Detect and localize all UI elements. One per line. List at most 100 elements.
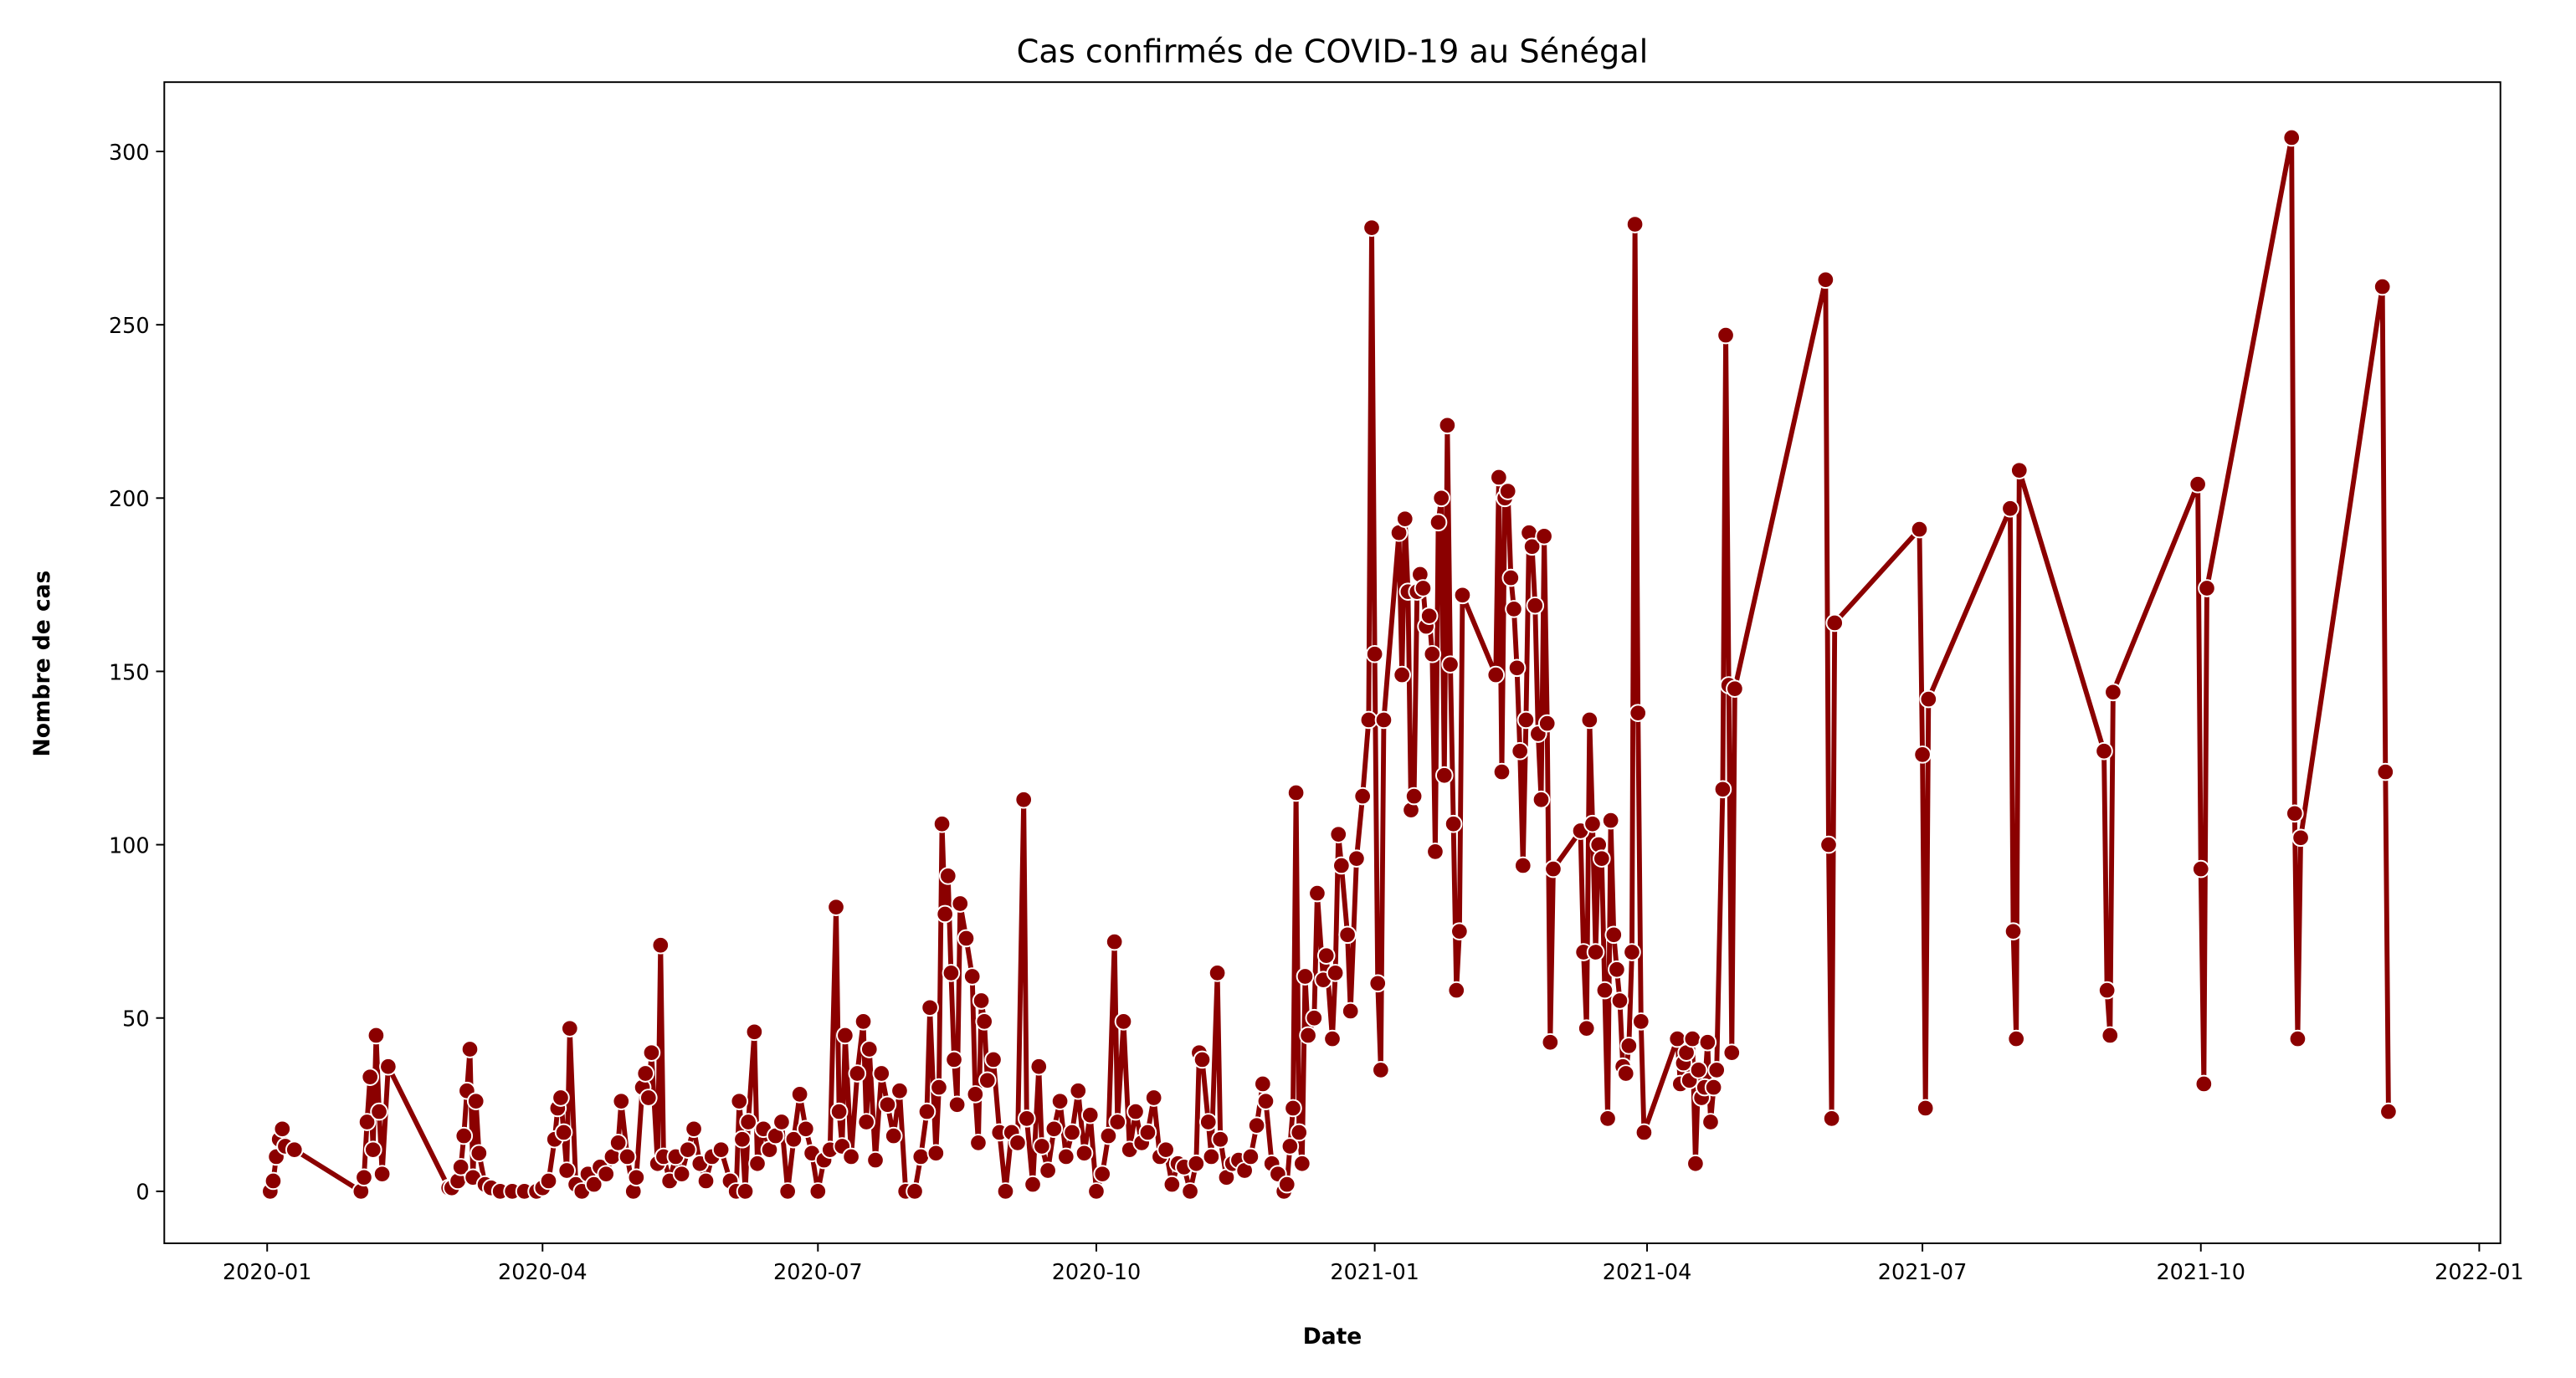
data-point [1686, 1154, 1705, 1173]
y-tick-label: 300 [109, 141, 150, 166]
data-point [1701, 1113, 1720, 1131]
data-point [966, 1085, 985, 1104]
data-point [1365, 644, 1384, 663]
data-point [842, 1147, 860, 1166]
data-point [932, 814, 952, 833]
data-point [363, 1140, 382, 1159]
data-point [1634, 1123, 1654, 1142]
data-point [1586, 943, 1605, 961]
data-point [1024, 1175, 1042, 1194]
data-point [608, 1134, 628, 1152]
y-tick-label: 150 [109, 660, 150, 685]
data-point [1241, 1147, 1260, 1166]
data-point [273, 1119, 292, 1139]
data-point [1299, 1026, 1317, 1045]
data-point [975, 1012, 993, 1031]
x-tick-label: 2020-10 [1052, 1260, 1142, 1285]
data-point [1395, 510, 1414, 528]
data-point [554, 1123, 573, 1142]
data-point [860, 1040, 879, 1058]
data-point [1616, 1064, 1635, 1083]
data-point [1608, 960, 1626, 979]
data-point [1126, 1102, 1145, 1121]
data-point [972, 991, 991, 1010]
x-tick-label: 2021-01 [1330, 1260, 1419, 1285]
data-point [2198, 579, 2216, 597]
data-point [539, 1171, 558, 1191]
data-point [790, 1085, 809, 1104]
x-tick-label: 2020-04 [498, 1260, 588, 1285]
data-point [2004, 922, 2023, 940]
data-point [1341, 1001, 1360, 1021]
data-point [1683, 1029, 1702, 1048]
data-point [827, 898, 845, 916]
data-point [1595, 981, 1614, 1000]
data-point [627, 1168, 646, 1187]
data-point [1423, 644, 1442, 663]
data-point [1087, 1182, 1106, 1201]
data-point [639, 1089, 658, 1107]
data-point [1075, 1144, 1094, 1163]
data-point [778, 1182, 797, 1201]
data-point [1326, 964, 1345, 982]
data-point [370, 1102, 388, 1121]
data-point [1541, 1032, 1560, 1052]
data-point [372, 1165, 392, 1183]
data-point [1535, 527, 1553, 546]
data-point [1372, 1061, 1390, 1079]
data-point [2097, 981, 2117, 1000]
plot-area [261, 128, 2398, 1201]
data-point [1057, 1147, 1075, 1166]
data-point [1601, 811, 1620, 830]
data-point [1193, 1050, 1212, 1069]
data-point [1280, 1137, 1300, 1155]
data-point [1698, 1032, 1717, 1052]
data-point [1316, 946, 1336, 965]
data-point [1490, 468, 1508, 487]
data-point [772, 1113, 791, 1131]
data-point [1138, 1123, 1157, 1142]
data-point [926, 1144, 946, 1163]
data-point [1044, 1119, 1064, 1139]
data-point [1050, 1092, 1070, 1110]
data-point [1913, 745, 1932, 764]
data-point [1187, 1154, 1206, 1173]
data-point [1544, 859, 1563, 879]
data-point [1704, 1078, 1723, 1097]
data-point [451, 1158, 470, 1176]
data-point [748, 1154, 767, 1173]
data-point [1099, 1126, 1118, 1145]
data-point [466, 1092, 485, 1110]
data-point [848, 1064, 867, 1083]
data-point [1284, 1099, 1302, 1118]
data-point [1256, 1092, 1275, 1110]
data-point [1080, 1105, 1100, 1124]
data-point [1450, 922, 1469, 940]
data-point [1393, 665, 1411, 684]
data-point [1447, 981, 1466, 1000]
data-point [2194, 1074, 2214, 1094]
data-point [1577, 1019, 1596, 1037]
data-point [1713, 780, 1732, 799]
data-point [1434, 766, 1454, 785]
data-point [561, 1019, 579, 1037]
data-point [1286, 783, 1306, 802]
data-point [866, 1150, 885, 1170]
data-point [1583, 814, 1602, 833]
data-point [2373, 277, 2392, 296]
data-point [2104, 683, 2122, 702]
data-point [1419, 607, 1439, 625]
data-point [285, 1140, 304, 1159]
data-point [1414, 579, 1433, 597]
data-point [1353, 786, 1372, 806]
data-point [454, 1126, 474, 1145]
y-tick-label: 0 [136, 1181, 149, 1206]
data-point [1063, 1123, 1081, 1142]
data-point [1825, 613, 1845, 633]
data-point [808, 1182, 828, 1201]
data-point [1247, 1116, 1266, 1135]
data-point [1018, 1109, 1036, 1128]
data-point [1444, 814, 1463, 833]
data-point [361, 1068, 379, 1086]
data-point [906, 1182, 924, 1201]
